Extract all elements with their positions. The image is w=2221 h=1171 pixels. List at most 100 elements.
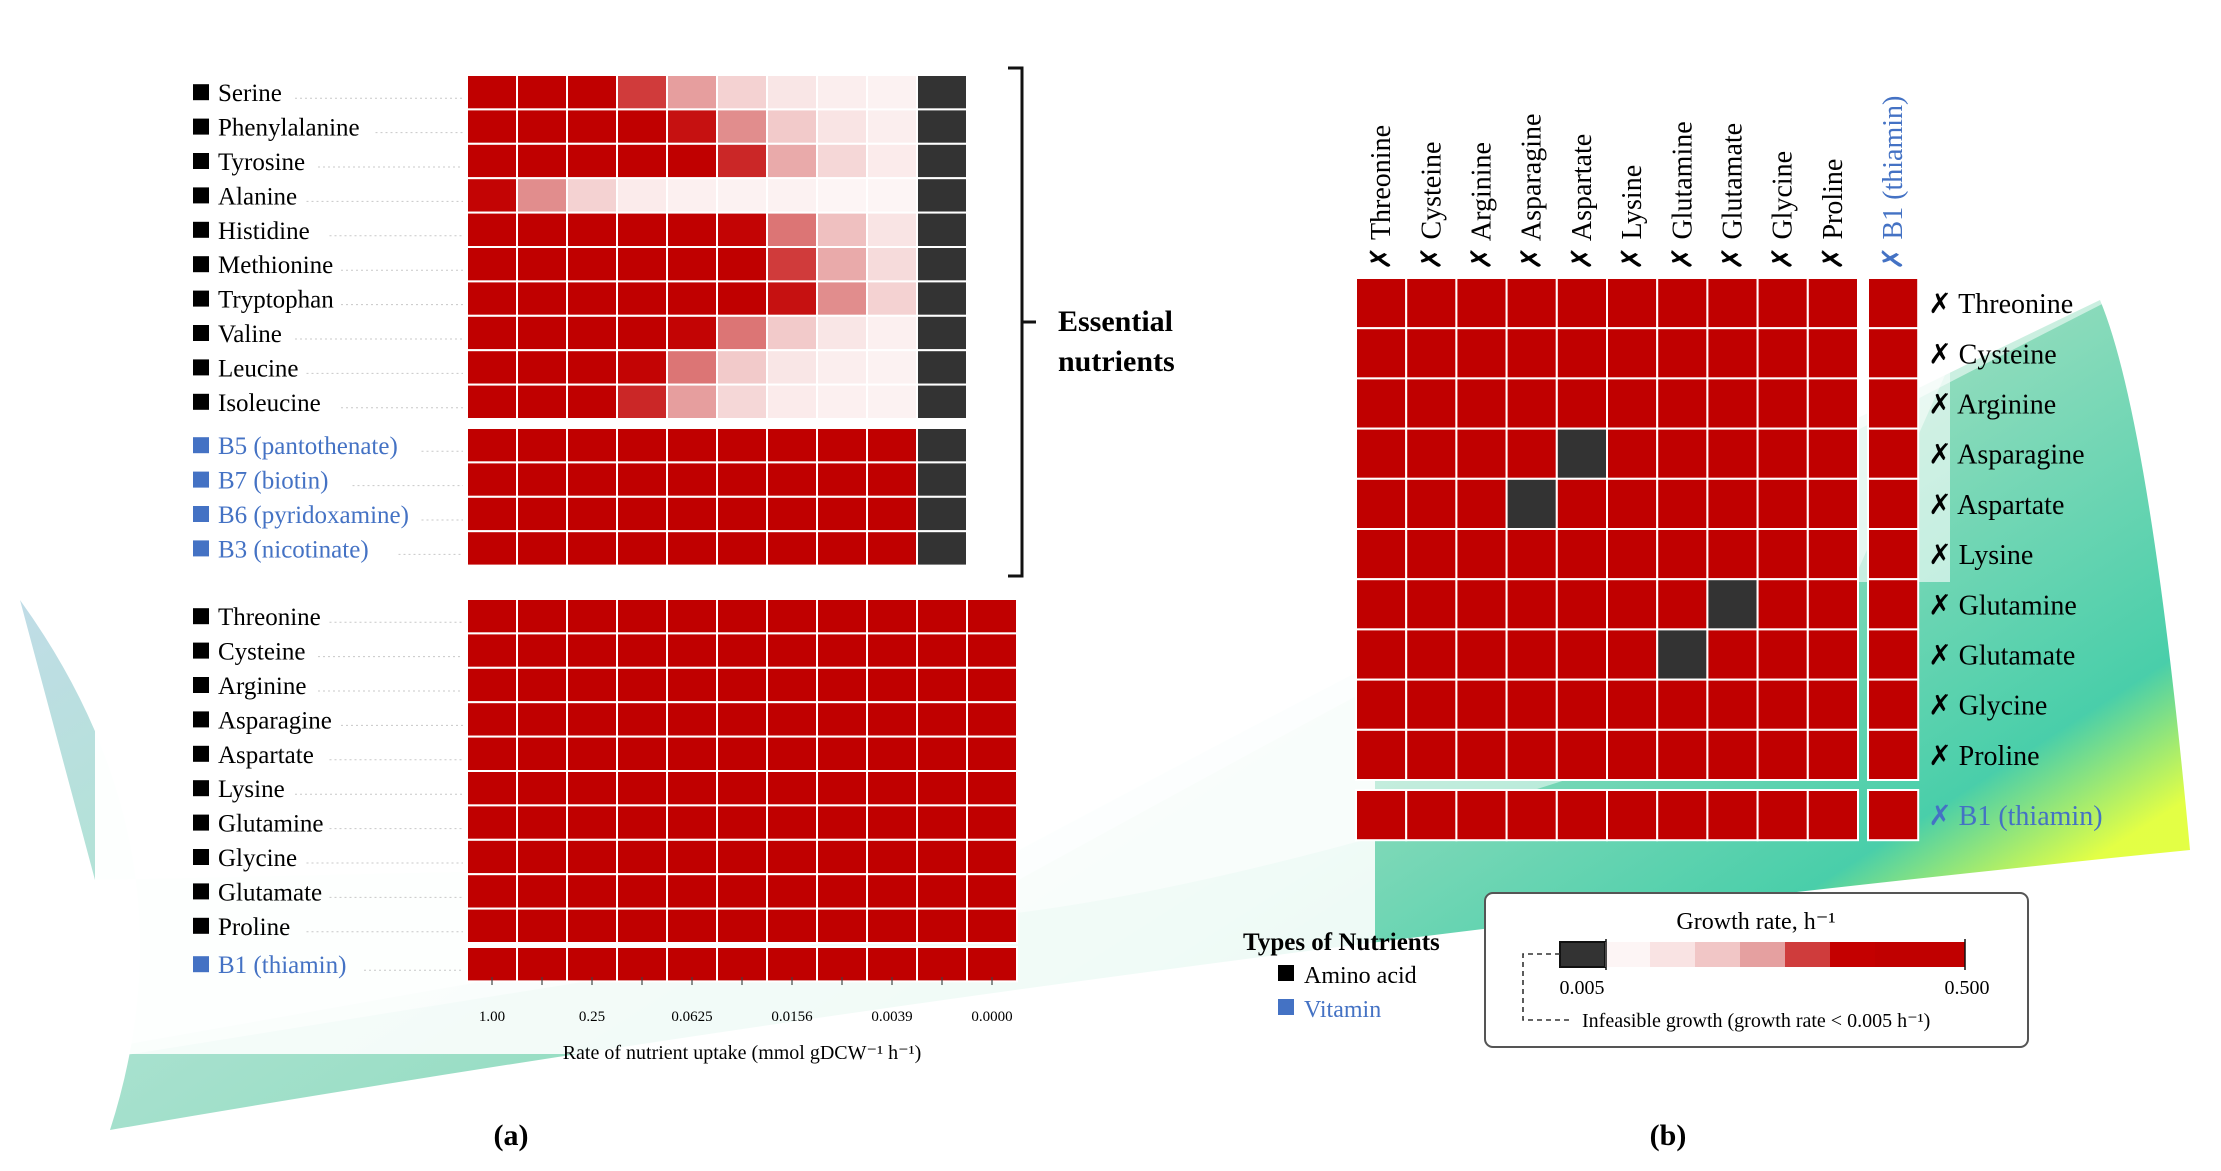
cell-glutamine-x-lysine xyxy=(1606,578,1659,631)
cell-phenylalanine-2 xyxy=(566,108,618,145)
cell-proline-2 xyxy=(566,907,618,944)
cell-glutamate-7 xyxy=(816,873,868,910)
cell-glutamate-10 xyxy=(966,873,1018,910)
cell-cysteine-x-arginine xyxy=(1455,327,1508,380)
cell-proline-x-b1-thiamin xyxy=(1867,728,1920,781)
cell-lysine-3 xyxy=(616,770,668,807)
cell-b3-nicotinate-5 xyxy=(716,530,768,567)
cell-asparagine-1 xyxy=(516,701,568,738)
cell-b7-biotin-5 xyxy=(716,461,768,498)
cell-lysine-x-arginine xyxy=(1455,528,1508,581)
cell-tyrosine-5 xyxy=(716,142,768,180)
cell-proline-7 xyxy=(816,907,868,944)
cell-cysteine-x-glutamate xyxy=(1706,327,1759,380)
cell-glutamate-x-arginine xyxy=(1455,628,1508,681)
cell-histidine-8 xyxy=(866,211,918,249)
cell-histidine-5 xyxy=(716,211,768,249)
cell-arginine-x-threonine xyxy=(1355,377,1408,430)
cell-aspartate-9 xyxy=(916,735,968,772)
cell-arginine-x-proline xyxy=(1806,377,1860,430)
cell-leucine-5 xyxy=(716,349,768,386)
amino-acid-marker-icon xyxy=(193,118,209,135)
cell-isoleucine-3 xyxy=(616,383,668,421)
cell-glutamate-5 xyxy=(716,873,768,910)
amino-acid-marker-icon xyxy=(193,608,209,625)
col-label-b1-thiamin: ✗ B1 (thiamin) xyxy=(1878,96,1909,270)
vitamin-marker-icon xyxy=(193,437,209,454)
row-label-alanine: Alanine xyxy=(218,183,297,210)
cell-methionine-7 xyxy=(816,246,868,283)
cell-glutamate-x-proline xyxy=(1806,628,1860,681)
cell-glycine-x-glycine xyxy=(1756,678,1809,731)
row-label-b-asparagine: ✗ Asparagine xyxy=(1928,440,2084,471)
infeasible-connector xyxy=(1522,953,1572,1021)
colorbar-scale xyxy=(1559,939,1966,970)
cell-proline-x-glutamate xyxy=(1706,728,1759,781)
cell-glutamine-x-arginine xyxy=(1455,578,1508,631)
colorbar-cell xyxy=(1695,942,1740,967)
cell-tyrosine-4 xyxy=(666,142,718,180)
types-legend-title: Types of Nutrients xyxy=(1243,929,1440,956)
cell-glutamate-x-b1-thiamin xyxy=(1867,628,1920,681)
cell-lysine-x-proline xyxy=(1806,528,1860,581)
cell-proline-5 xyxy=(716,907,768,944)
cell-tryptophan-3 xyxy=(616,280,668,317)
cell-proline-x-threonine xyxy=(1355,728,1408,781)
cell-arginine-x-asparagine xyxy=(1505,377,1558,430)
cell-alanine-5 xyxy=(716,177,768,214)
cell-serine-1 xyxy=(516,74,568,111)
cell-alanine-4 xyxy=(666,177,718,214)
cell-tyrosine-9 xyxy=(916,142,968,180)
colorbar-cell xyxy=(1920,942,1965,967)
row-label-asparagine: Asparagine xyxy=(218,707,332,734)
cell-isoleucine-1 xyxy=(516,383,568,421)
cell-asparagine-x-aspartate xyxy=(1555,427,1609,480)
cell-threonine-x-proline xyxy=(1806,277,1860,330)
cell-glutamine-x-glutamine xyxy=(1656,578,1709,631)
cell-b1-thiamin-0 xyxy=(466,946,518,983)
cell-asparagine-8 xyxy=(866,701,918,738)
cell-serine-9 xyxy=(916,74,968,111)
cell-proline-1 xyxy=(516,907,568,944)
cell-cysteine-x-glycine xyxy=(1756,327,1809,380)
cell-glycine-4 xyxy=(666,838,718,876)
cell-glutamine-5 xyxy=(716,804,768,841)
row-label-b-cysteine: ✗ Cysteine xyxy=(1928,339,2056,370)
cell-asparagine-7 xyxy=(816,701,868,738)
row-label-b-lysine: ✗ Lysine xyxy=(1928,540,2033,571)
row-label-b6-pyridoxamine: B6 (pyridoxamine) xyxy=(218,502,409,529)
cell-glutamate-x-glutamate xyxy=(1706,628,1759,681)
amino-acid-marker-icon xyxy=(193,359,209,376)
amino-acid-marker-icon xyxy=(193,221,209,238)
cell-glycine-x-glutamine xyxy=(1656,678,1709,731)
cell-b5-pantothenate-0 xyxy=(466,427,518,464)
cell-methionine-6 xyxy=(766,246,818,283)
cell-tyrosine-8 xyxy=(866,142,918,180)
amino-acid-marker-icon xyxy=(193,711,209,728)
cell-histidine-0 xyxy=(466,211,518,249)
amino-acid-marker-icon xyxy=(193,153,209,169)
cell-asparagine-x-cysteine xyxy=(1405,427,1458,480)
cell-glutamine-2 xyxy=(566,804,618,841)
cell-asparagine-3 xyxy=(616,701,668,738)
cell-cysteine-x-aspartate xyxy=(1555,327,1609,380)
cell-leucine-0 xyxy=(466,349,518,386)
cell-cysteine-4 xyxy=(666,632,718,669)
cell-asparagine-x-glycine xyxy=(1756,427,1809,480)
cell-glutamate-x-aspartate xyxy=(1555,628,1609,681)
bracket-label-line2: nutrients xyxy=(1058,345,1175,378)
cell-tryptophan-5 xyxy=(716,280,768,317)
row-label-b-proline: ✗ Proline xyxy=(1928,741,2039,772)
cell-glutamine-x-threonine xyxy=(1355,578,1408,631)
cell-b5-pantothenate-5 xyxy=(716,427,768,464)
cell-threonine-5 xyxy=(716,598,768,635)
row-label-b-glutamate: ✗ Glutamate xyxy=(1928,641,2075,672)
panel-a-label: (a) xyxy=(494,1119,529,1152)
row-label-arginine: Arginine xyxy=(218,673,306,700)
cell-glutamate-x-lysine xyxy=(1606,628,1659,681)
cell-threonine-x-cysteine xyxy=(1405,277,1458,330)
row-label-b-b1-thiamin: ✗ B1 (thiamin) xyxy=(1928,801,2102,832)
cell-methionine-3 xyxy=(616,246,668,283)
cell-phenylalanine-4 xyxy=(666,108,718,145)
cell-glutamine-x-proline xyxy=(1806,578,1860,631)
